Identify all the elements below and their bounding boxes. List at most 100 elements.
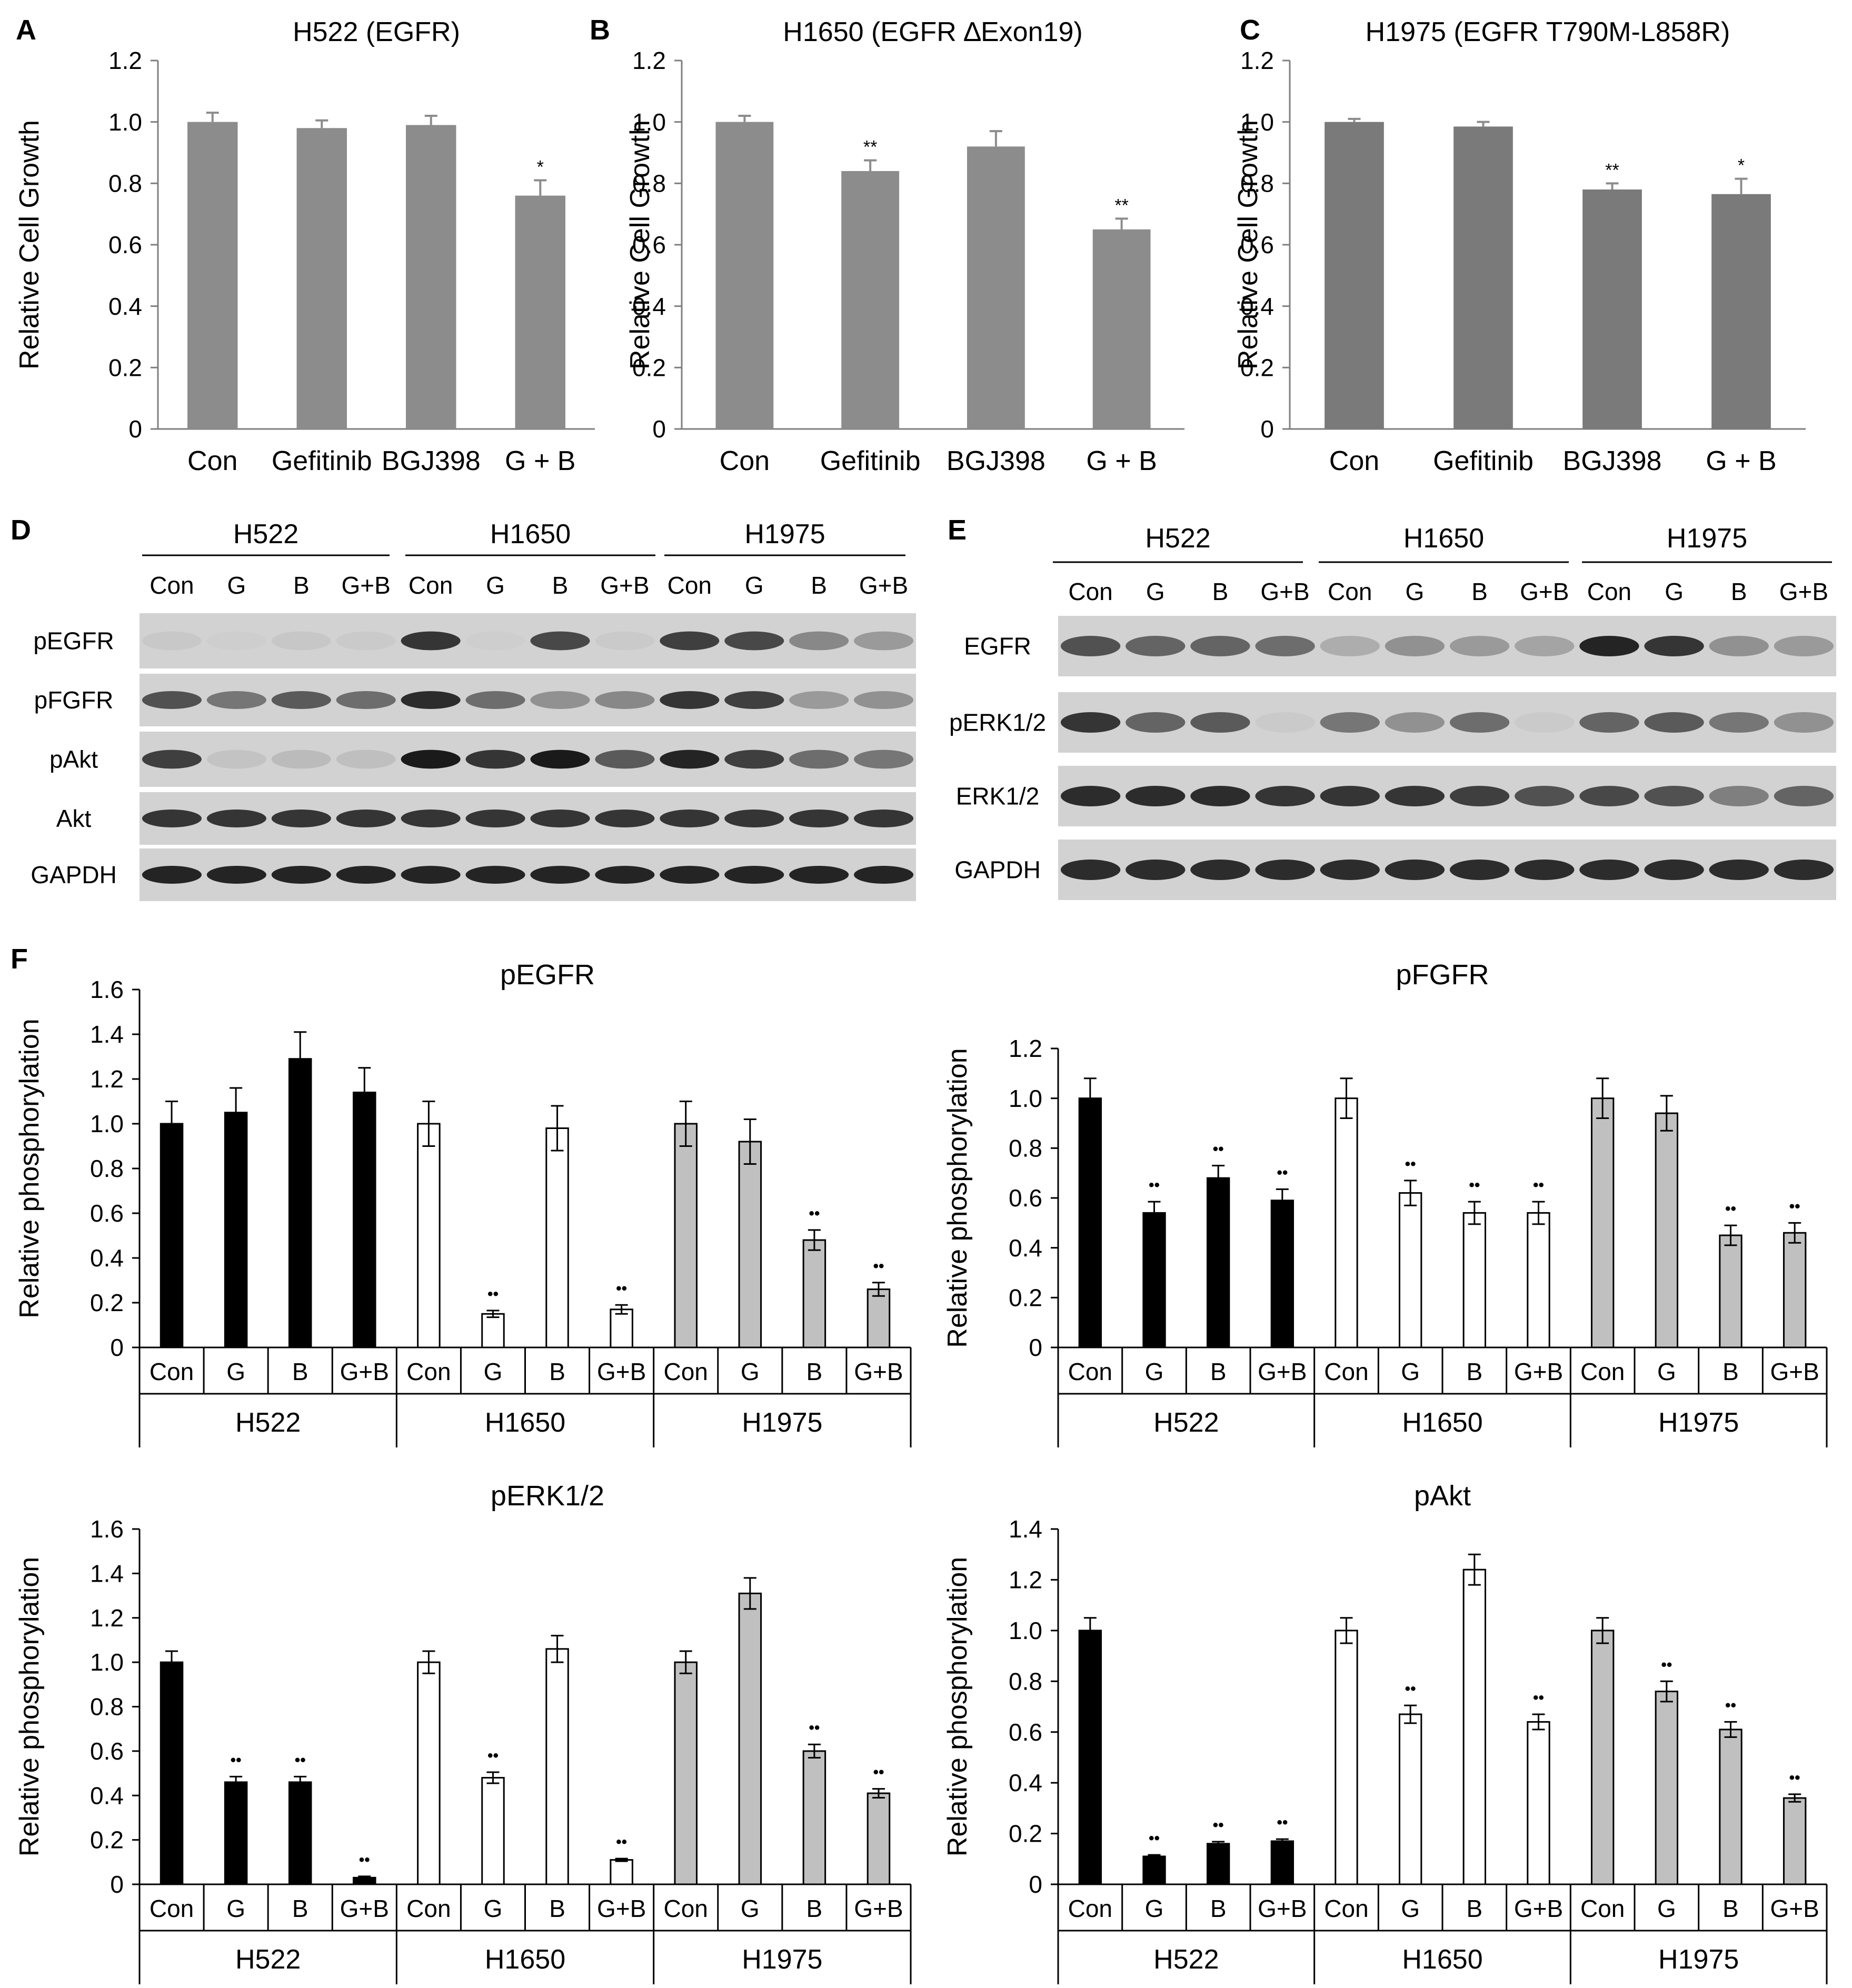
- bar: [1590, 1630, 1615, 1885]
- quant-chart-perk12: pERK1/2 Relative phosphorylation 0 0.2 0.4 0.…: [14, 1480, 912, 1984]
- y-tick-label: 0: [652, 415, 666, 443]
- blot-row: ERK1/2: [956, 766, 1836, 826]
- bar: [224, 1112, 248, 1348]
- significance-mark: *: [1738, 156, 1745, 176]
- bar: [288, 1781, 312, 1885]
- band: [854, 750, 914, 769]
- band: [336, 750, 396, 769]
- band: [1709, 635, 1769, 657]
- band: [401, 866, 461, 884]
- bar: [1462, 1569, 1487, 1885]
- y-tick-label: 0: [1260, 415, 1274, 443]
- band: [1190, 712, 1250, 733]
- bar: [1783, 1797, 1807, 1885]
- band: [271, 631, 331, 651]
- band: [1579, 785, 1639, 807]
- x-tick-label: G + B: [505, 446, 575, 476]
- chart-title: pFGFR: [1396, 959, 1489, 991]
- lane-label: G: [1146, 578, 1165, 605]
- x-tick-label: Con: [1324, 1895, 1368, 1922]
- band: [789, 691, 849, 709]
- bar: [1078, 1097, 1102, 1348]
- band: [530, 866, 590, 884]
- significance-mark: ••: [1469, 1176, 1480, 1194]
- band: [1449, 785, 1510, 807]
- x-tick-label: B: [1466, 1895, 1482, 1922]
- chart-title: H1975 (EGFR T790M-L858R): [1366, 17, 1730, 47]
- band: [1579, 859, 1639, 881]
- x-tick-label: G+B: [597, 1895, 646, 1922]
- x-tick-label: B: [1722, 1358, 1739, 1385]
- x-tick-label: Con: [1324, 1358, 1368, 1385]
- y-tick-label: 0.8: [1240, 169, 1274, 197]
- group-label: H1650: [485, 1407, 565, 1438]
- y-tick-label: 1.0: [1009, 1085, 1042, 1112]
- panel-letter: E: [948, 514, 967, 546]
- band: [271, 810, 331, 827]
- significance-mark: ••: [487, 1747, 499, 1764]
- y-tick-label: 0.8: [1009, 1667, 1042, 1695]
- x-tick-label: BGJ398: [382, 446, 481, 476]
- bar: [967, 146, 1025, 429]
- blot-panel-d: D H522 H1650 H1975 Con G B G+B Con G B G+B Con G B G+B p…: [11, 514, 916, 901]
- y-tick-label: 0.8: [1009, 1134, 1042, 1162]
- band: [595, 810, 655, 827]
- significance-mark: ••: [809, 1719, 820, 1736]
- significance-mark: ••: [1213, 1816, 1224, 1834]
- x-tick-label: G+B: [1514, 1895, 1563, 1922]
- y-tick-label: 1.2: [90, 1065, 124, 1093]
- blot-row: pERK1/2: [949, 692, 1836, 753]
- significance-mark: **: [1114, 195, 1128, 215]
- band: [142, 750, 202, 769]
- band: [207, 632, 266, 651]
- x-tick-label: G+B: [1258, 1895, 1307, 1922]
- x-tick-label: B: [1722, 1895, 1739, 1922]
- x-tick-label: G+B: [1770, 1895, 1819, 1922]
- band: [142, 631, 202, 651]
- group-label: H1975: [1658, 1944, 1739, 1975]
- band: [465, 866, 525, 884]
- y-tick-label: 0.8: [108, 169, 142, 197]
- blot-row-label: pERK1/2: [949, 709, 1046, 736]
- lane-label: B: [552, 572, 569, 599]
- bar: [674, 1661, 698, 1885]
- cell-line-label: H1650: [490, 519, 571, 550]
- y-axis-label: Relative phosphorylation: [942, 1048, 973, 1347]
- x-tick-label: B: [806, 1895, 823, 1922]
- band: [1060, 712, 1121, 733]
- x-tick-label: G + B: [1086, 446, 1157, 476]
- lane-label: G: [1665, 578, 1684, 605]
- band: [1709, 712, 1769, 733]
- x-tick-label: G: [226, 1358, 245, 1385]
- chart-title: pEGFR: [500, 959, 595, 991]
- significance-mark: ••: [1725, 1200, 1736, 1217]
- band: [1709, 859, 1769, 881]
- bar: [1527, 1212, 1550, 1348]
- cell-line-label: H1975: [744, 519, 825, 550]
- y-tick-label: 0: [128, 415, 142, 443]
- significance-mark: ••: [873, 1764, 884, 1781]
- blot-row-label: GAPDH: [31, 861, 117, 888]
- x-tick-label: B: [1466, 1358, 1482, 1385]
- y-tick-label: 0.6: [90, 1737, 124, 1765]
- bar: [867, 1288, 891, 1348]
- bar: [1719, 1729, 1743, 1885]
- bar: [288, 1058, 312, 1348]
- y-tick-label: 1.2: [1009, 1035, 1042, 1062]
- lane-label: G+B: [342, 572, 391, 599]
- band: [660, 750, 720, 769]
- x-tick-label: Con: [664, 1895, 708, 1922]
- significance-mark: ••: [1149, 1176, 1160, 1194]
- bar: [1783, 1232, 1807, 1348]
- lane-label: G: [227, 572, 246, 599]
- x-tick-label: B: [292, 1358, 308, 1385]
- y-tick-label: 1.0: [1009, 1617, 1042, 1644]
- y-tick-label: 1.0: [90, 1110, 124, 1137]
- blot-row: GAPDH: [954, 840, 1836, 900]
- band: [530, 631, 590, 651]
- band: [1255, 859, 1315, 881]
- blot-row-label: pAkt: [49, 746, 98, 773]
- bar: [417, 1123, 441, 1348]
- bar: [545, 1127, 569, 1348]
